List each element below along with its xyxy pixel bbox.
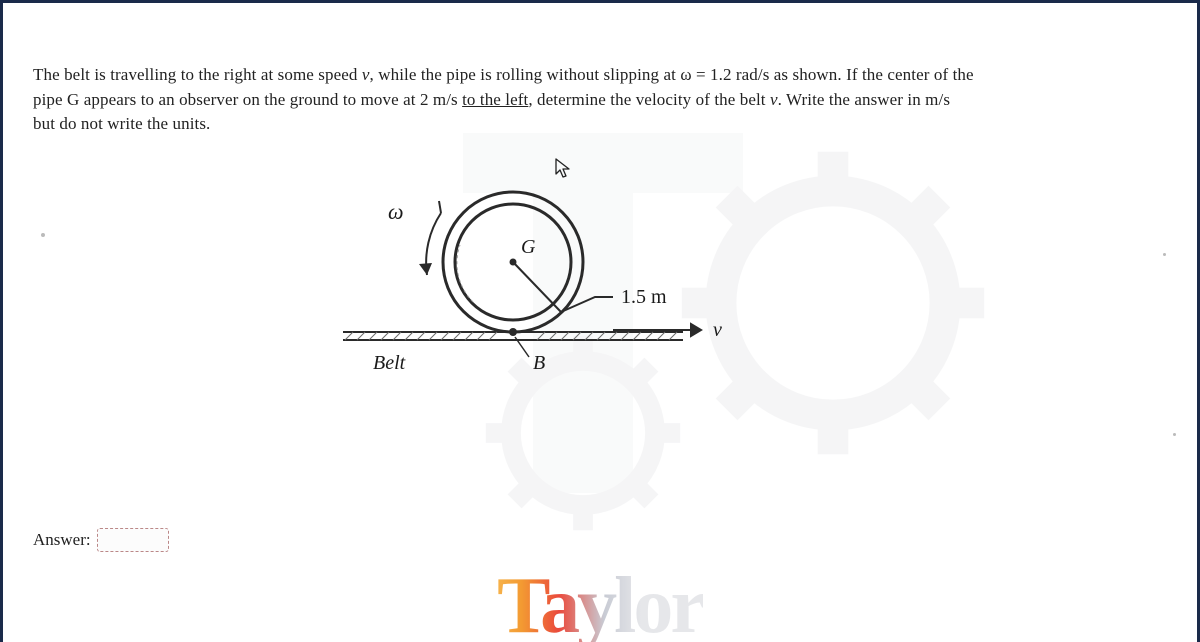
contact-point <box>509 328 517 336</box>
radius-label: 1.5 m <box>621 286 667 308</box>
question-text: The belt is travelling to the right at s… <box>33 63 1167 137</box>
q-text-1: The belt is travelling to the right at s… <box>33 65 362 84</box>
center-label: G <box>521 236 536 258</box>
q-text-6: . Write the answer in m/s <box>778 90 950 109</box>
radius-line <box>513 262 561 312</box>
q-text-2: , while the pipe is rolling without slip… <box>370 65 681 84</box>
watermark: Taylor <box>3 561 1197 642</box>
velocity-label: v <box>713 319 722 341</box>
belt-label: Belt <box>373 352 406 374</box>
diagram-svg: v G 1.5 m B <box>333 167 853 427</box>
omega-arrow <box>419 201 441 275</box>
speckle <box>1173 433 1176 436</box>
watermark-text: Taylor <box>497 562 703 642</box>
q-text-7: but do not write the units. <box>33 114 210 133</box>
answer-row: Answer: <box>33 528 169 552</box>
problem-page: The belt is travelling to the right at s… <box>0 0 1200 642</box>
q-omega: ω = 1.2 rad/s <box>680 65 769 84</box>
contact-label: B <box>533 352 545 374</box>
q-text-5: , determine the velocity of the belt <box>528 90 770 109</box>
answer-input[interactable] <box>97 528 169 552</box>
q-text-3: as shown. If the center of the <box>769 65 973 84</box>
q-var-v: v <box>362 65 370 84</box>
figure: v G 1.5 m B <box>33 167 1167 467</box>
q-text-4: pipe G appears to an observer on the gro… <box>33 90 462 109</box>
q-var-v2: v <box>770 90 778 109</box>
q-underlined: to the left <box>462 90 528 109</box>
answer-label: Answer: <box>33 530 91 550</box>
omega-label: ω <box>388 199 404 224</box>
